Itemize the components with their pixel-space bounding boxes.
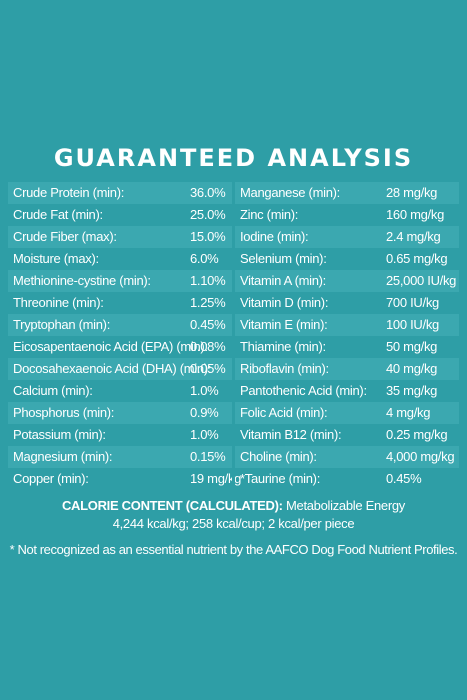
nutrient-name: Vitamin E (min): bbox=[240, 317, 328, 332]
calorie-label: CALORIE CONTENT (CALCULATED): bbox=[61, 498, 283, 513]
nutrient-value: 1.25% bbox=[190, 295, 226, 310]
nutrient-value: 2.4 mg/kg bbox=[386, 229, 441, 244]
nutrient-value: 25.0% bbox=[190, 207, 226, 222]
nutrient-row: Magnesium (min): 0.15% bbox=[8, 446, 232, 468]
nutrient-row: Folic Acid (min): 4 mg/kg bbox=[235, 402, 459, 424]
nutrient-value: 4 mg/kg bbox=[386, 405, 431, 420]
nutrient-row: Vitamin A (min): 25,000 IU/kg bbox=[235, 270, 459, 292]
nutrient-row: Zinc (min): 160 mg/kg bbox=[235, 204, 459, 226]
nutrient-row: *Taurine (min): 0.45% bbox=[235, 468, 459, 490]
nutrient-row: Docosahexaenoic Acid (DHA) (min): 0.05% bbox=[8, 358, 232, 380]
nutrient-name: Magnesium (min): bbox=[13, 449, 113, 464]
nutrient-name: Crude Fat (min): bbox=[13, 207, 103, 222]
left-column: Crude Protein (min): 36.0% Crude Fat (min)… bbox=[8, 182, 241, 490]
nutrient-name: Zinc (min): bbox=[240, 207, 299, 222]
nutrient-value: 40 mg/kg bbox=[386, 361, 438, 376]
nutrient-value: 700 IU/kg bbox=[386, 295, 439, 310]
nutrient-name: Selenium (min): bbox=[240, 251, 327, 266]
nutrient-row: Thiamine (min): 50 mg/kg bbox=[235, 336, 459, 358]
nutrient-name: *Taurine (min): bbox=[240, 471, 321, 486]
nutrient-value: 0.05% bbox=[190, 361, 226, 376]
nutrient-value: 35 mg/kg bbox=[386, 383, 438, 398]
nutrient-value: 6.0% bbox=[190, 251, 219, 266]
nutrient-name: Tryptophan (min): bbox=[13, 317, 111, 332]
nutrient-name: Moisture (max): bbox=[13, 251, 99, 266]
calorie-line-1: CALORIE CONTENT (CALCULATED): Metaboliza… bbox=[0, 497, 467, 515]
nutrient-row: Selenium (min): 0.65 mg/kg bbox=[235, 248, 459, 270]
nutrient-value: 19 mg/kg bbox=[190, 471, 242, 486]
nutrient-name: Docosahexaenoic Acid (DHA) (min): bbox=[13, 361, 212, 376]
nutrient-row: Crude Fat (min): 25.0% bbox=[8, 204, 232, 226]
nutrient-value: 0.08% bbox=[190, 339, 226, 354]
nutrient-name: Copper (min): bbox=[13, 471, 89, 486]
nutrient-value: 160 mg/kg bbox=[386, 207, 445, 222]
nutrient-name: Choline (min): bbox=[240, 449, 317, 464]
nutrient-value: 0.9% bbox=[190, 405, 219, 420]
nutrient-value: 1.0% bbox=[190, 427, 219, 442]
calorie-line-2: 4,244 kcal/kg; 258 kcal/cup; 2 kcal/per … bbox=[112, 516, 355, 531]
nutrient-name: Potassium (min): bbox=[13, 427, 106, 442]
nutrient-row: Crude Fiber (max): 15.0% bbox=[8, 226, 232, 248]
nutrient-value: 36.0% bbox=[190, 185, 226, 200]
nutrient-row: Methionine-cystine (min): 1.10% bbox=[8, 270, 232, 292]
nutrient-value: 1.10% bbox=[190, 273, 226, 288]
nutrient-row: Calcium (min): 1.0% bbox=[8, 380, 232, 402]
nutrient-row: Crude Protein (min): 36.0% bbox=[8, 182, 232, 204]
calorie-line-1-text: Metabolizable Energy bbox=[282, 498, 406, 513]
nutrient-row: Pantothenic Acid (min): 35 mg/kg bbox=[235, 380, 459, 402]
nutrient-value: 0.65 mg/kg bbox=[386, 251, 448, 266]
nutrient-name: Crude Fiber (max): bbox=[13, 229, 117, 244]
nutrient-value: 0.15% bbox=[190, 449, 226, 464]
nutrient-row: Copper (min): 19 mg/kg bbox=[8, 468, 241, 490]
nutrient-value: 0.45% bbox=[386, 471, 422, 486]
nutrient-name: Vitamin B12 (min): bbox=[240, 427, 342, 442]
nutrient-value: 0.45% bbox=[190, 317, 226, 332]
footnote: * Not recognized as an essential nutrien… bbox=[9, 542, 458, 557]
nutrient-name: Pantothenic Acid (min): bbox=[240, 383, 367, 398]
nutrient-name: Eicosapentaenoic Acid (EPA) (min): bbox=[13, 339, 208, 354]
page-title: GUARANTEED ANALYSIS bbox=[53, 144, 414, 172]
nutrient-name: Crude Protein (min): bbox=[13, 185, 125, 200]
nutrient-row: Moisture (max): 6.0% bbox=[8, 248, 232, 270]
nutrient-name: Riboflavin (min): bbox=[240, 361, 329, 376]
nutrient-name: Thiamine (min): bbox=[240, 339, 326, 354]
nutrient-row: Threonine (min): 1.25% bbox=[8, 292, 232, 314]
nutrient-row: Vitamin E (min): 100 IU/kg bbox=[235, 314, 459, 336]
nutrient-name: Iodine (min): bbox=[240, 229, 309, 244]
nutrient-name: Phosphorus (min): bbox=[13, 405, 115, 420]
nutrient-value: 15.0% bbox=[190, 229, 226, 244]
nutrient-name: Calcium (min): bbox=[13, 383, 93, 398]
nutrient-row: Phosphorus (min): 0.9% bbox=[8, 402, 232, 424]
nutrient-row: Riboflavin (min): 40 mg/kg bbox=[235, 358, 459, 380]
nutrient-row: Eicosapentaenoic Acid (EPA) (min): 0.08% bbox=[8, 336, 232, 358]
nutrient-value: 0.25 mg/kg bbox=[386, 427, 448, 442]
nutrient-value: 28 mg/kg bbox=[386, 185, 438, 200]
right-column: Manganese (min): 28 mg/kg Zinc (min): 160 m… bbox=[235, 182, 459, 490]
nutrient-value: 100 IU/kg bbox=[386, 317, 439, 332]
nutrient-name: Vitamin D (min): bbox=[240, 295, 329, 310]
nutrient-value: 1.0% bbox=[190, 383, 219, 398]
nutrient-name: Methionine-cystine (min): bbox=[13, 273, 151, 288]
nutrient-row: Vitamin D (min): 700 IU/kg bbox=[235, 292, 459, 314]
nutrient-name: Manganese (min): bbox=[240, 185, 340, 200]
column-divider bbox=[232, 182, 235, 490]
nutrient-row: Vitamin B12 (min): 0.25 mg/kg bbox=[235, 424, 459, 446]
nutrient-value: 50 mg/kg bbox=[386, 339, 438, 354]
nutrient-name: Threonine (min): bbox=[13, 295, 104, 310]
nutrient-name: Folic Acid (min): bbox=[240, 405, 328, 420]
nutrient-row: Iodine (min): 2.4 mg/kg bbox=[235, 226, 459, 248]
nutrient-value: 25,000 IU/kg bbox=[386, 273, 457, 288]
nutrient-row: Tryptophan (min): 0.45% bbox=[8, 314, 232, 336]
calorie-content: CALORIE CONTENT (CALCULATED): Metaboliza… bbox=[0, 497, 467, 533]
nutrient-value: 4,000 mg/kg bbox=[386, 449, 455, 464]
nutrient-row: Choline (min): 4,000 mg/kg bbox=[235, 446, 459, 468]
nutrient-row: Manganese (min): 28 mg/kg bbox=[235, 182, 459, 204]
nutrient-name: Vitamin A (min): bbox=[240, 273, 326, 288]
nutrient-row: Potassium (min): 1.0% bbox=[8, 424, 232, 446]
